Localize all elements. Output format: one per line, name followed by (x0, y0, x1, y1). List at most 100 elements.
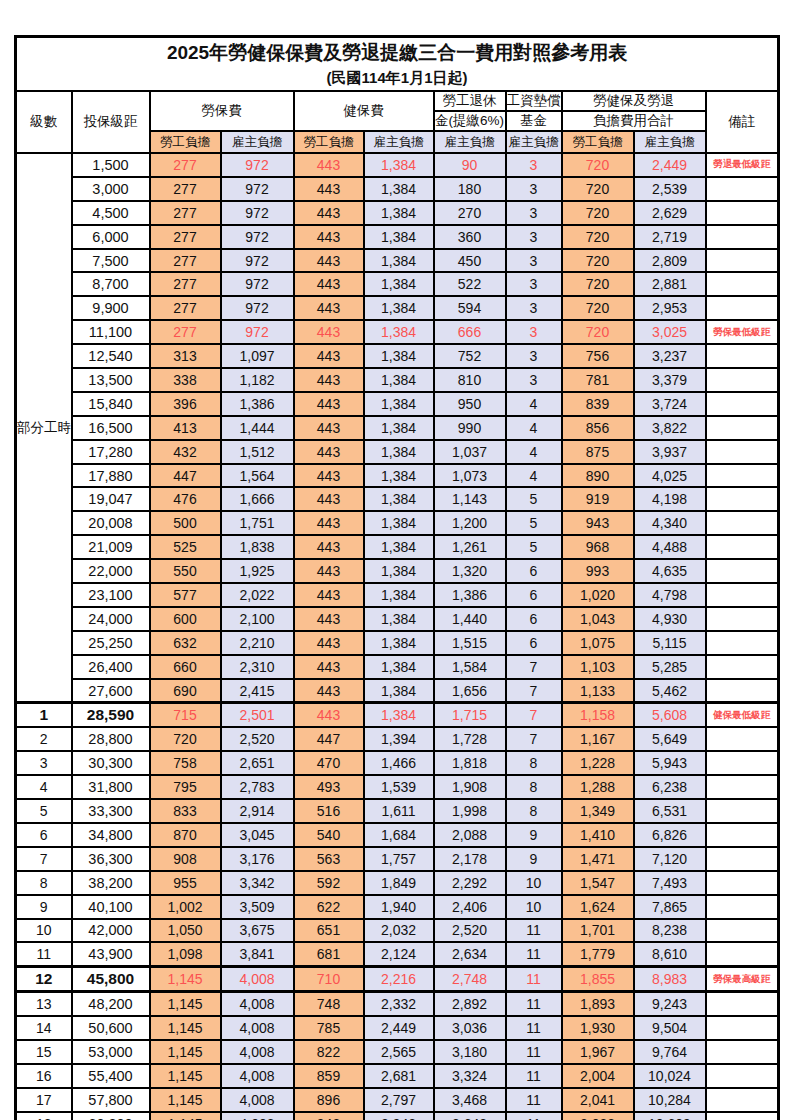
fee-reference-sheet: 2025年勞健保保費及勞退提繳三合一費用對照參考用表 (民國114年1月1日起)… (14, 35, 777, 1120)
health-employer-cell: 1,384 (364, 320, 434, 344)
labor-employer-cell: 4,008 (221, 1016, 294, 1040)
health-employer-cell: 2,449 (364, 1016, 434, 1040)
header-wage-fund-line2: 基金 (506, 111, 562, 131)
health-worker-cell: 443 (294, 368, 364, 392)
pension-employer-cell: 1,818 (434, 751, 506, 775)
level-cell: 2 (16, 727, 72, 751)
labor-employer-cell: 972 (221, 225, 294, 249)
labor-employer-cell: 1,444 (221, 416, 294, 440)
header-row-groups: 級數 投保級距 勞保費 健保費 勞工退休 工資墊償 勞健保及勞退 備註 (16, 91, 779, 111)
pension-employer-cell: 270 (434, 201, 506, 225)
health-worker-cell: 896 (294, 1088, 364, 1112)
health-employer-cell: 1,384 (364, 416, 434, 440)
total-employer-cell: 9,243 (634, 992, 706, 1016)
labor-employer-cell: 2,783 (221, 775, 294, 799)
health-worker-cell: 622 (294, 895, 364, 919)
total-worker-cell: 1,167 (562, 727, 634, 751)
total-employer-cell: 10,024 (634, 1064, 706, 1088)
health-employer-cell: 1,384 (364, 511, 434, 535)
total-worker-cell: 1,701 (562, 919, 634, 943)
table-row: 15,8403961,3864431,38495048393,724 (16, 392, 779, 416)
bracket-cell: 17,280 (72, 440, 150, 464)
pension-employer-cell: 3,036 (434, 1016, 506, 1040)
labor-worker-cell: 577 (150, 583, 221, 607)
wage-fund-employer-cell: 11 (506, 1016, 562, 1040)
bracket-cell: 25,250 (72, 631, 150, 655)
total-employer-cell: 5,608 (634, 703, 706, 727)
health-worker-cell: 443 (294, 559, 364, 583)
health-employer-cell: 1,384 (364, 703, 434, 727)
wage-fund-employer-cell: 4 (506, 464, 562, 488)
health-worker-cell: 443 (294, 607, 364, 631)
header-level: 級數 (16, 91, 72, 153)
note-cell: 勞退最低級距 (706, 153, 779, 177)
bracket-cell: 12,540 (72, 344, 150, 368)
pension-employer-cell: 1,200 (434, 511, 506, 535)
labor-worker-cell: 277 (150, 225, 221, 249)
bracket-cell: 43,900 (72, 942, 150, 966)
health-worker-cell: 443 (294, 249, 364, 273)
bracket-cell: 36,300 (72, 847, 150, 871)
labor-worker-cell: 525 (150, 535, 221, 559)
page-title: 2025年勞健保保費及勞退提繳三合一費用對照參考用表 (17, 39, 777, 66)
total-employer-cell: 7,120 (634, 847, 706, 871)
health-employer-cell: 1,849 (364, 871, 434, 895)
health-worker-cell: 443 (294, 320, 364, 344)
total-worker-cell: 1,624 (562, 895, 634, 919)
note-cell (706, 583, 779, 607)
table-row: 7,5002779724431,38445037202,809 (16, 249, 779, 273)
note-cell (706, 751, 779, 775)
pension-employer-cell: 594 (434, 296, 506, 320)
pension-employer-cell: 360 (434, 225, 506, 249)
level-cell: 11 (16, 942, 72, 966)
level-cell: 6 (16, 823, 72, 847)
pension-employer-cell: 3,180 (434, 1040, 506, 1064)
total-employer-cell: 8,983 (634, 967, 706, 992)
header-health-group: 健保費 (294, 91, 434, 131)
total-worker-cell: 890 (562, 464, 634, 488)
note-cell (706, 296, 779, 320)
labor-employer-cell: 2,022 (221, 583, 294, 607)
health-worker-cell: 447 (294, 727, 364, 751)
total-worker-cell: 1,471 (562, 847, 634, 871)
total-worker-cell: 1,133 (562, 679, 634, 703)
title-row: 2025年勞健保保費及勞退提繳三合一費用對照參考用表 (民國114年1月1日起) (16, 37, 779, 92)
table-row: 23,1005772,0224431,3841,38661,0204,798 (16, 583, 779, 607)
bracket-cell: 28,590 (72, 703, 150, 727)
total-employer-cell: 7,493 (634, 871, 706, 895)
level-cell: 18 (16, 1112, 72, 1120)
bracket-cell: 9,900 (72, 296, 150, 320)
total-worker-cell: 993 (562, 559, 634, 583)
total-worker-cell: 943 (562, 511, 634, 535)
total-employer-cell: 5,115 (634, 631, 706, 655)
note-cell (706, 631, 779, 655)
wage-fund-employer-cell: 8 (506, 775, 562, 799)
labor-worker-cell: 313 (150, 344, 221, 368)
note-cell (706, 272, 779, 296)
wage-fund-employer-cell: 3 (506, 177, 562, 201)
labor-employer-cell: 4,008 (221, 1040, 294, 1064)
health-employer-cell: 1,384 (364, 249, 434, 273)
pension-employer-cell: 1,143 (434, 487, 506, 511)
total-employer-cell: 9,504 (634, 1016, 706, 1040)
total-employer-cell: 3,379 (634, 368, 706, 392)
header-wage-fund-line1: 工資墊償 (506, 91, 562, 111)
header-pension-line2: 金(提繳6%) (434, 111, 506, 131)
bracket-cell: 8,700 (72, 272, 150, 296)
total-worker-cell: 756 (562, 344, 634, 368)
level-cell: 12 (16, 967, 72, 992)
total-employer-cell: 2,809 (634, 249, 706, 273)
pension-employer-cell: 1,998 (434, 799, 506, 823)
health-worker-cell: 443 (294, 416, 364, 440)
health-employer-cell: 2,332 (364, 992, 434, 1016)
labor-employer-cell: 972 (221, 201, 294, 225)
wage-fund-employer-cell: 3 (506, 272, 562, 296)
table-row: 26,4006602,3104431,3841,58471,1035,285 (16, 655, 779, 679)
note-cell (706, 871, 779, 895)
health-employer-cell: 1,384 (364, 607, 434, 631)
total-worker-cell: 720 (562, 201, 634, 225)
health-worker-cell: 470 (294, 751, 364, 775)
bracket-cell: 26,400 (72, 655, 150, 679)
note-cell (706, 201, 779, 225)
total-worker-cell: 1,930 (562, 1016, 634, 1040)
